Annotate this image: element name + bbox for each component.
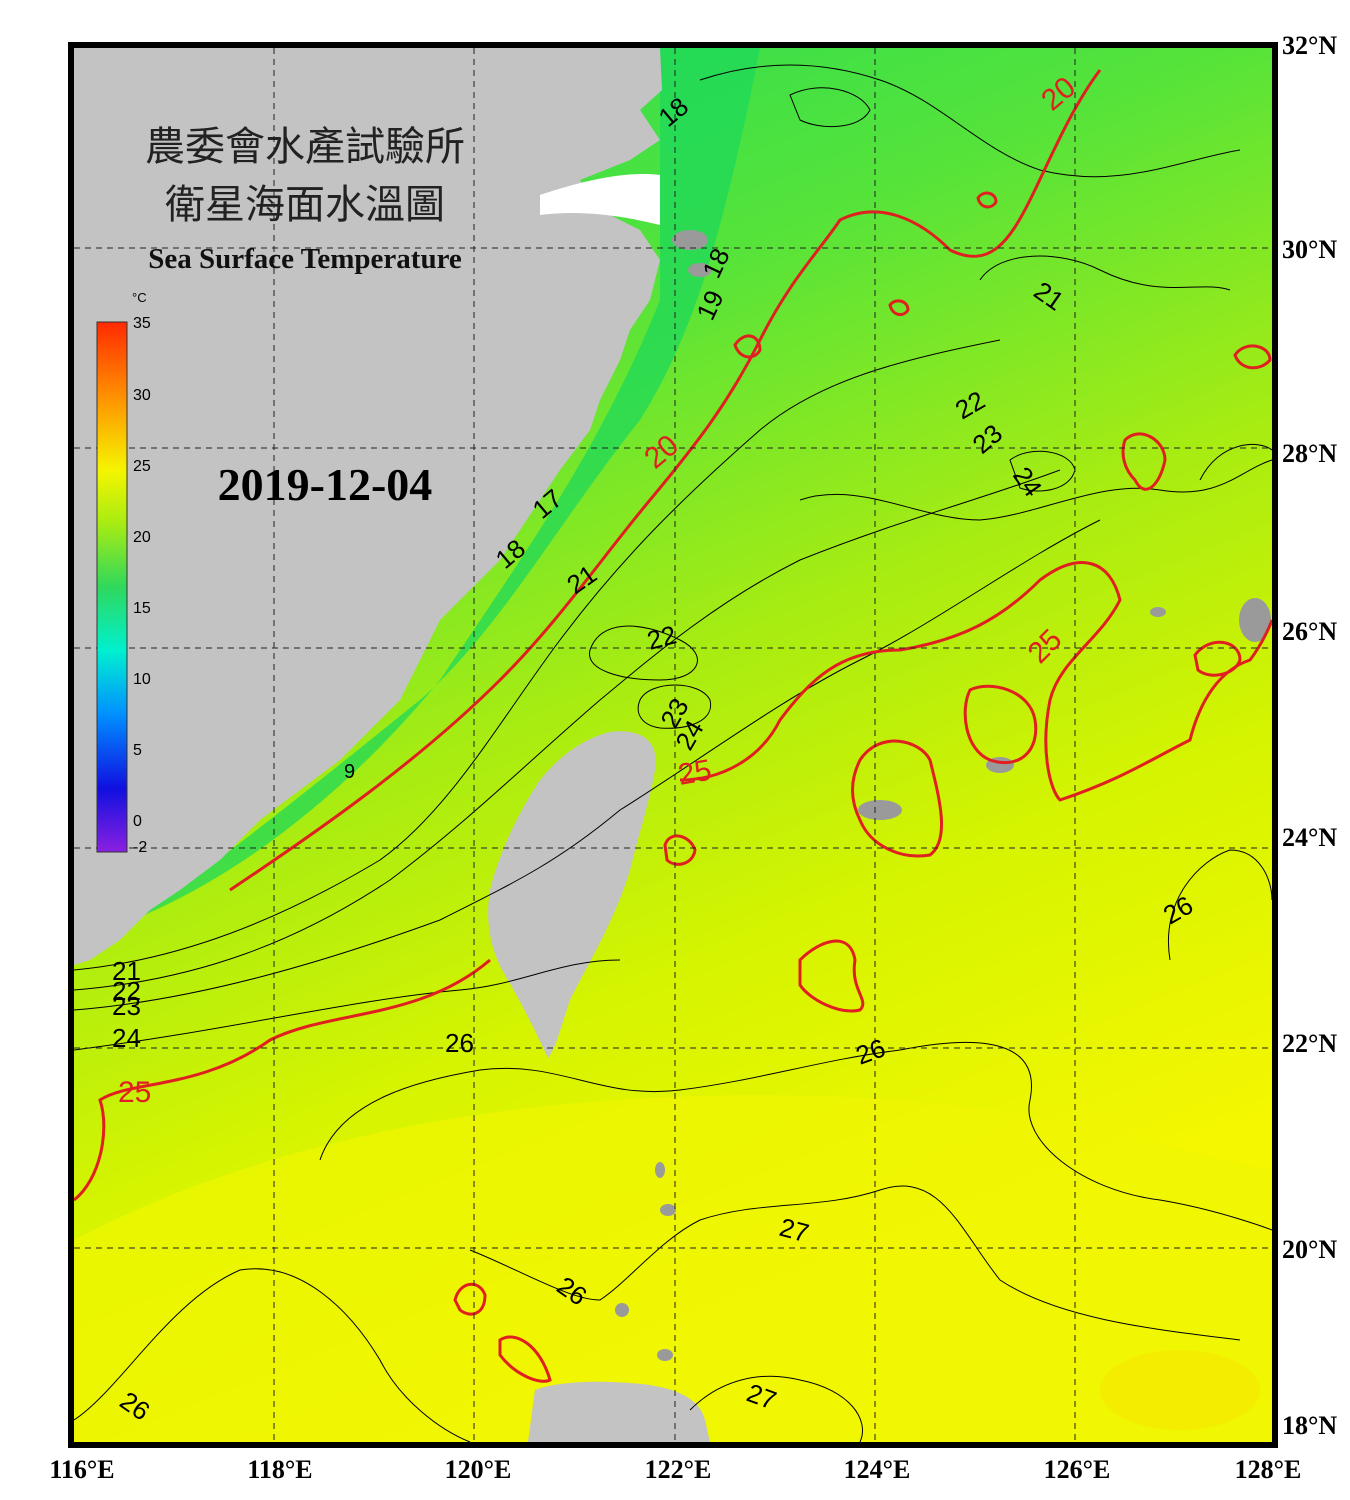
- x-tick-label: 124°E: [844, 1455, 911, 1484]
- contour-label: 22: [112, 976, 141, 1006]
- contour-label: 26: [445, 1028, 474, 1058]
- colorbar-tick: 15: [133, 600, 151, 617]
- y-tick-label: 22°N: [1282, 1029, 1337, 1058]
- contour-label: 21: [112, 956, 141, 986]
- x-axis-labels: 116°E 118°E 120°E 122°E 124°E 126°E 128°…: [49, 1455, 1301, 1484]
- y-tick-label: 24°N: [1282, 823, 1337, 852]
- grid-lines: [74, 48, 1272, 1442]
- colorbar-unit: °C: [132, 290, 147, 305]
- y-tick-label: 28°N: [1282, 439, 1337, 468]
- y-tick-label: 32°N: [1282, 31, 1337, 60]
- x-tick-label: 118°E: [247, 1455, 312, 1484]
- map-frame: [68, 42, 1278, 1448]
- y-tick-label: 20°N: [1282, 1235, 1337, 1264]
- x-tick-label: 128°E: [1235, 1455, 1302, 1484]
- y-tick-label: 18°N: [1282, 1411, 1337, 1440]
- contour-label-red: 25: [675, 754, 714, 792]
- contour-label: 9: [344, 761, 355, 783]
- land-luzon: [528, 1381, 710, 1442]
- colorbar-tick: 10: [133, 671, 151, 688]
- y-tick-label: 30°N: [1282, 235, 1337, 264]
- title-line1: 農委會水產試驗所: [145, 124, 465, 170]
- x-tick-label: 122°E: [645, 1455, 712, 1484]
- title-english: Sea Surface Temperature: [148, 243, 462, 275]
- colorbar: °C 35 30 25 20 15 10 5 0 -2: [96, 290, 151, 856]
- colorbar-tick: -2: [133, 839, 147, 856]
- y-axis-labels: 32°N 30°N 28°N 26°N 24°N 22°N 20°N 18°N: [1282, 31, 1337, 1440]
- x-tick-label: 120°E: [445, 1455, 512, 1484]
- colorbar-tick: 20: [133, 529, 151, 546]
- contours-red: [74, 69, 1272, 1383]
- x-tick-label: 116°E: [49, 1455, 114, 1484]
- land-china: [74, 48, 662, 965]
- y-tick-label: 26°N: [1282, 617, 1337, 646]
- sea-surface: 18 21 22 23 24 18 17 21 22 23 24 19 18 2…: [74, 48, 1272, 1442]
- title-line2: 衛星海面水溫圖: [165, 182, 445, 228]
- contours-black: [74, 64, 1272, 1442]
- colorbar-tick: 25: [133, 458, 151, 475]
- date-label: 2019-12-04: [218, 459, 433, 510]
- contour-label: 23: [112, 991, 141, 1021]
- x-tick-label: 126°E: [1044, 1455, 1111, 1484]
- colorbar-tick: 0: [133, 813, 142, 830]
- contour-label: 24: [112, 1023, 141, 1053]
- colorbar-tick: 5: [133, 742, 142, 759]
- contour-label-red: 25: [118, 1076, 151, 1109]
- colorbar-tick: 35: [133, 315, 151, 332]
- colorbar-tick: 30: [133, 387, 151, 404]
